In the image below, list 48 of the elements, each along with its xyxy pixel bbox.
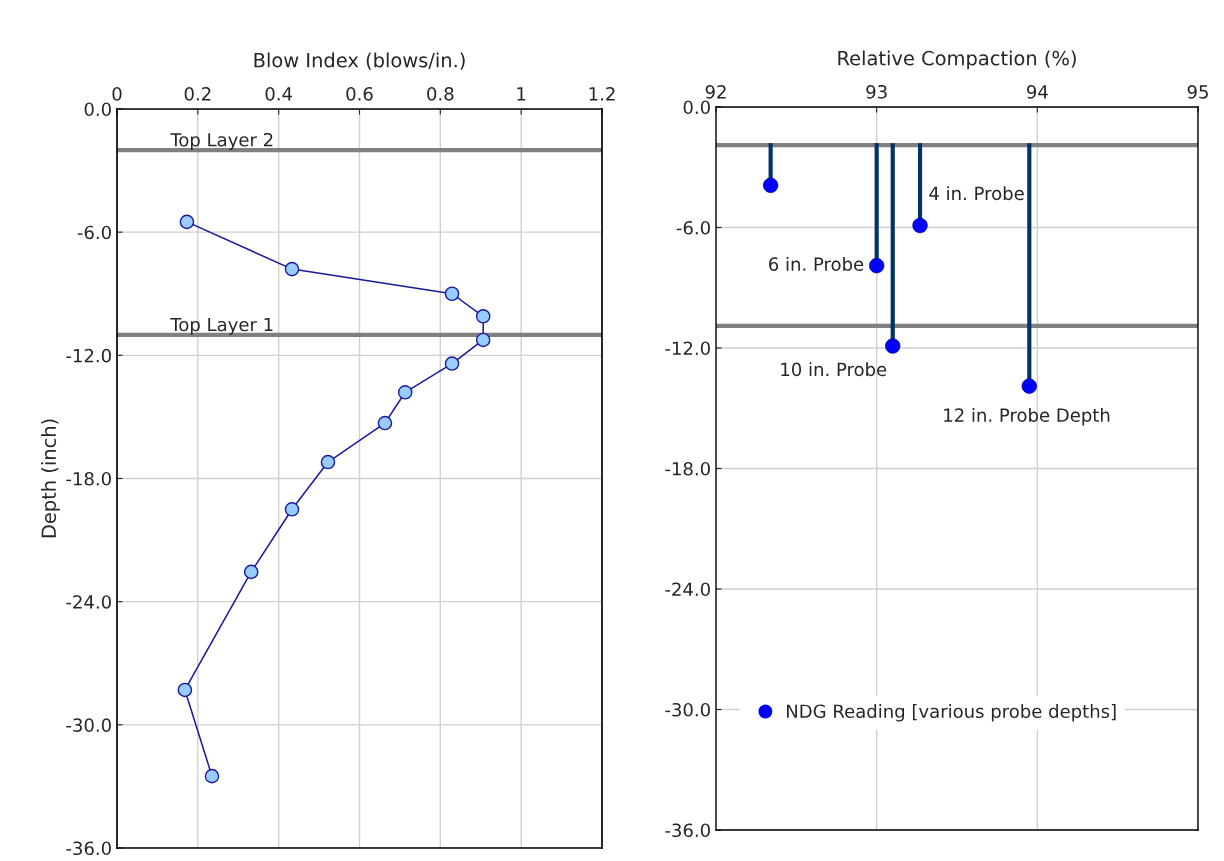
y-axis-title: Depth (inch) bbox=[41, 419, 60, 538]
x-tick-label: 93 bbox=[866, 84, 887, 99]
x-tick-label: 94 bbox=[1026, 84, 1048, 99]
legend-label: NDG Reading [various probe depths] bbox=[787, 704, 1116, 722]
y-tick-label: -24.0 bbox=[66, 595, 111, 609]
y-tick-label: -6.0 bbox=[676, 220, 710, 235]
point bbox=[444, 356, 460, 371]
annotation: 6 in. Probe bbox=[769, 256, 864, 271]
x-tick-label: 0 bbox=[112, 86, 122, 101]
y-tick-label: -18.0 bbox=[665, 461, 710, 476]
point bbox=[397, 385, 413, 400]
ref-line-label: Top Layer 2 bbox=[170, 132, 273, 151]
x-tick-label: 1.2 bbox=[589, 86, 615, 101]
x-tick-label: 0.8 bbox=[427, 86, 454, 101]
annotation: 10 in. Probe bbox=[781, 362, 887, 377]
point bbox=[284, 502, 300, 517]
x-tick-label: 95 bbox=[1187, 84, 1208, 99]
point bbox=[444, 286, 460, 302]
point bbox=[284, 261, 300, 277]
y-tick-label: -36.0 bbox=[665, 823, 710, 838]
point bbox=[377, 415, 393, 431]
point bbox=[475, 309, 491, 324]
x-axis-title: Blow Index (blows/in.) bbox=[254, 52, 465, 70]
y-tick-label: 0.0 bbox=[84, 102, 111, 117]
y-tick-label: -6.0 bbox=[77, 225, 111, 240]
y-tick-label: -24.0 bbox=[665, 582, 710, 597]
x-tick-label: 0.4 bbox=[265, 86, 293, 101]
y-tick-label: -36.0 bbox=[66, 841, 111, 856]
point bbox=[204, 768, 220, 784]
point bbox=[243, 564, 259, 580]
y-tick-label: -18.0 bbox=[66, 471, 111, 486]
ref-line-label: Top Layer 1 bbox=[170, 317, 273, 335]
x-tick-label: 92 bbox=[705, 84, 726, 99]
y-tick-label: -12.0 bbox=[66, 348, 111, 363]
annotation: 4 in. Probe bbox=[929, 186, 1024, 201]
annotation: 12 in. Probe Depth bbox=[944, 407, 1110, 426]
y-tick-label: -30.0 bbox=[665, 702, 710, 717]
point bbox=[177, 682, 193, 698]
point bbox=[475, 332, 491, 348]
x-tick-label: 0.6 bbox=[346, 86, 373, 101]
y-tick-label: -30.0 bbox=[66, 718, 111, 732]
y-tick-label: 0.0 bbox=[683, 100, 710, 115]
x-tick-label: 1 bbox=[517, 87, 526, 101]
point bbox=[179, 214, 195, 230]
x-tick-label: 0.2 bbox=[184, 86, 211, 101]
x-axis-title: Relative Compaction (%) bbox=[838, 50, 1076, 70]
point bbox=[320, 454, 336, 470]
y-tick-label: -12.0 bbox=[665, 341, 710, 356]
